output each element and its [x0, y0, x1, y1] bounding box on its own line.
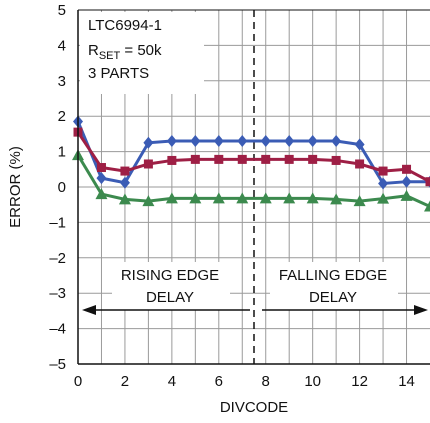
series-triangle: [72, 149, 430, 212]
data-point: [236, 192, 249, 204]
data-point: [214, 154, 224, 164]
y-tick-label: –4: [49, 321, 66, 338]
y-tick-label: 4: [58, 37, 66, 54]
data-point: [424, 200, 430, 212]
annotation-parts: 3 PARTS: [88, 65, 149, 82]
data-point: [167, 155, 177, 165]
data-point: [143, 159, 153, 169]
x-tick-label: 8: [262, 373, 270, 390]
data-point: [237, 154, 247, 164]
x-tick-label: 4: [168, 373, 176, 390]
rising-edge-label: RISING EDGE: [121, 267, 219, 284]
data-point: [330, 193, 343, 205]
data-point: [118, 193, 131, 205]
data-point: [189, 192, 202, 204]
data-point: [237, 134, 248, 147]
data-point: [166, 134, 177, 147]
data-point: [354, 138, 365, 151]
y-tick-label: 1: [58, 144, 66, 161]
x-tick-label: 2: [121, 373, 129, 390]
x-tick-labels: 0 2 4 6 8 10 12 14: [74, 373, 415, 390]
x-tick-label: 0: [74, 373, 82, 390]
data-point: [402, 164, 412, 174]
rising-label-bg: [112, 262, 230, 310]
data-point: [331, 134, 342, 147]
data-point: [307, 134, 318, 147]
y-tick-label: 2: [58, 108, 66, 125]
rising-arrow: [82, 305, 250, 315]
data-point: [355, 159, 365, 169]
annotation-part: LTC6994-1: [88, 17, 162, 34]
x-tick-label: 14: [398, 373, 415, 390]
data-point: [425, 177, 430, 187]
y-tick-labels: 5 4 3 2 1 0 –1 –2 –3 –4 –5: [49, 2, 66, 373]
data-point: [284, 134, 295, 147]
data-point: [261, 154, 271, 164]
data-point: [142, 195, 155, 207]
data-point: [143, 136, 154, 149]
data-point: [96, 163, 106, 173]
series-diamond: [73, 115, 430, 190]
data-point: [120, 166, 130, 176]
data-point: [260, 134, 271, 147]
data-point: [95, 188, 108, 200]
data-point: [190, 154, 200, 164]
data-point: [377, 192, 390, 204]
x-tick-label: 12: [351, 373, 368, 390]
data-point: [284, 154, 294, 164]
data-point: [165, 192, 178, 204]
y-axis-label: ERROR (%): [7, 146, 24, 228]
data-point: [353, 195, 366, 207]
y-tick-label: –3: [49, 285, 66, 302]
data-point: [400, 189, 413, 201]
data-point: [212, 192, 225, 204]
annotation-rset: RSET = 50k: [88, 42, 162, 62]
y-tick-label: 3: [58, 73, 66, 90]
series-line: [76, 120, 430, 186]
data-point: [401, 175, 412, 188]
y-tick-label: –5: [49, 356, 66, 373]
series-line: [76, 154, 430, 208]
rising-delay-label: DELAY: [146, 289, 194, 306]
x-tick-label: 10: [304, 373, 321, 390]
annotation-box-bg: [80, 12, 204, 94]
data-point: [283, 192, 296, 204]
falling-arrow: [262, 305, 428, 315]
series-square: [73, 127, 430, 187]
series-group: [72, 115, 430, 212]
x-tick-label: 6: [215, 373, 223, 390]
data-point: [259, 192, 272, 204]
falling-label-bg: [270, 262, 398, 310]
data-point: [331, 155, 341, 165]
series-line: [76, 131, 430, 184]
y-tick-label: 5: [58, 2, 66, 19]
x-axis-label: DIVCODE: [220, 399, 288, 416]
data-point: [378, 166, 388, 176]
falling-edge-label: FALLING EDGE: [279, 267, 387, 284]
y-tick-label: –1: [49, 214, 66, 231]
data-point: [378, 177, 389, 190]
data-point: [119, 176, 130, 189]
y-tick-label: 0: [58, 179, 66, 196]
data-point: [213, 134, 224, 147]
data-point: [306, 192, 319, 204]
data-point: [308, 154, 318, 164]
data-point: [96, 172, 107, 185]
y-tick-label: –2: [49, 250, 66, 267]
data-point: [190, 134, 201, 147]
falling-delay-label: DELAY: [309, 289, 357, 306]
